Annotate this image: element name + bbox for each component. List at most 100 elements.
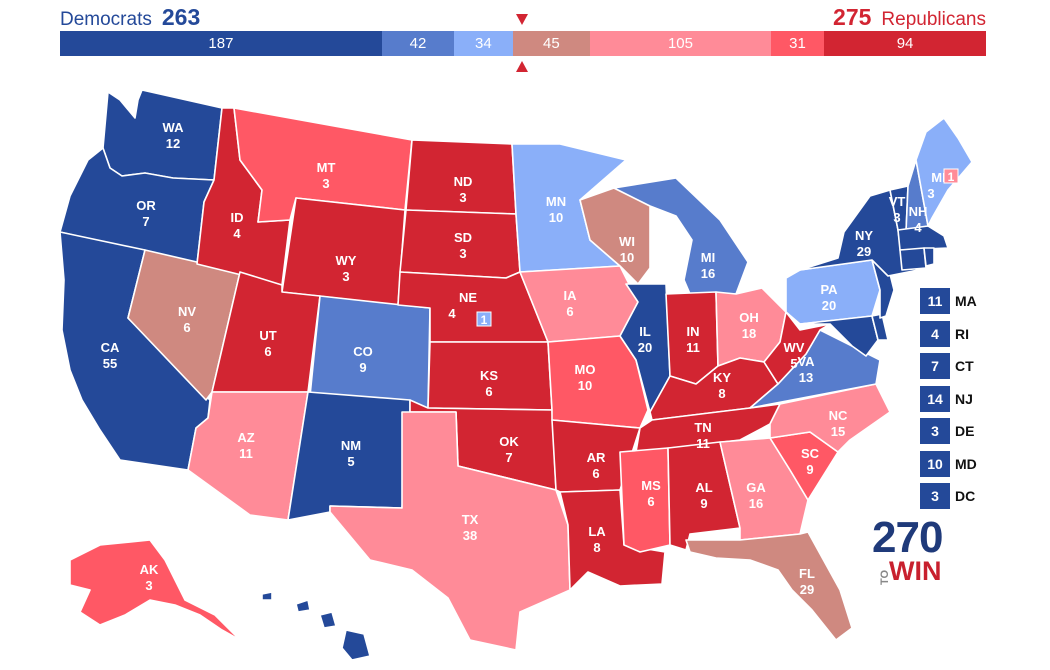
small-state-abbr: DE xyxy=(955,423,975,439)
state-label-WI: WI xyxy=(619,234,635,249)
state-label-PA: PA xyxy=(820,282,838,297)
state-CT[interactable] xyxy=(899,247,927,271)
small-state-DC[interactable]: 3 DC xyxy=(920,483,1020,509)
maine-district-ev: 1 xyxy=(948,170,955,184)
state-ev-NY: 29 xyxy=(857,244,871,259)
state-DE[interactable] xyxy=(871,313,889,341)
state-ev-VA: 13 xyxy=(799,370,813,385)
state-ev-SC: 9 xyxy=(806,462,813,477)
state-label-MI: MI xyxy=(701,250,715,265)
small-state-NJ[interactable]: 14 NJ xyxy=(920,385,1020,412)
state-ev-MN: 10 xyxy=(549,210,563,225)
state-label-AK: AK xyxy=(140,562,159,577)
bar-segment: 45 xyxy=(512,31,591,56)
democrats-label: Democrats xyxy=(60,9,152,30)
small-state-MA[interactable]: 11 MA xyxy=(920,288,1020,314)
maine-district-box[interactable] xyxy=(943,168,959,184)
state-label-MN: MN xyxy=(546,194,566,209)
state-label-AL: AL xyxy=(695,480,712,495)
state-ev-VT: 3 xyxy=(893,210,900,225)
state-ev-SD: 3 xyxy=(459,246,466,261)
state-label-HI: HI xyxy=(316,632,329,647)
state-ev-IA: 6 xyxy=(566,304,573,319)
state-label-FL: FL xyxy=(799,566,815,581)
state-label-OH: OH xyxy=(739,310,759,325)
republicans-total: 275 Republicans xyxy=(833,4,986,33)
state-label-OK: OK xyxy=(499,434,519,449)
state-label-TX: TX xyxy=(462,512,479,527)
state-label-CA: CA xyxy=(101,340,120,355)
state-FL[interactable] xyxy=(685,531,853,641)
state-WY[interactable] xyxy=(281,197,406,306)
state-label-WA: WA xyxy=(163,120,185,135)
democrats-total: Democrats 263 xyxy=(60,4,200,33)
small-state-abbr: MD xyxy=(955,455,977,472)
state-ev-KS: 6 xyxy=(485,384,492,399)
state-label-UT: UT xyxy=(259,328,276,343)
state-ev-IN: 11 xyxy=(686,340,700,355)
small-state-RI[interactable]: 4 RI xyxy=(920,320,1020,347)
small-state-ev-box[interactable]: 11 xyxy=(920,288,950,314)
state-ev-AL: 9 xyxy=(700,496,707,511)
state-TX[interactable] xyxy=(329,411,571,651)
state-LA[interactable] xyxy=(559,489,666,591)
state-label-SC: SC xyxy=(801,446,820,461)
small-state-ev-box[interactable]: 4 xyxy=(920,320,950,347)
small-state-ev-box[interactable]: 3 xyxy=(920,418,950,444)
bar-segment: 42 xyxy=(381,31,455,56)
state-MA[interactable] xyxy=(897,225,949,251)
small-state-DE[interactable]: 3 DE xyxy=(920,418,1020,444)
state-label-IL: IL xyxy=(639,324,651,339)
logo-number: 270 xyxy=(872,513,943,562)
small-state-ev-box[interactable]: 3 xyxy=(920,483,950,509)
state-NC[interactable] xyxy=(769,383,891,453)
state-ev-ID: 4 xyxy=(233,226,241,241)
state-ev-OH: 18 xyxy=(742,326,756,341)
bar-segment: 31 xyxy=(770,31,825,56)
state-ev-WV: 5 xyxy=(790,356,797,371)
state-label-NM: NM xyxy=(341,438,361,453)
electoral-vote-header: Democrats 263 275 Republicans 187 42 34 45 105… xyxy=(60,0,986,72)
state-ev-LA: 8 xyxy=(593,540,600,555)
state-label-KY: KY xyxy=(713,370,731,385)
state-label-ID: ID xyxy=(231,210,244,225)
state-ev-WA: 12 xyxy=(166,136,180,151)
state-label-NY: NY xyxy=(855,228,873,243)
small-state-abbr: RI xyxy=(955,325,969,342)
state-HI[interactable] xyxy=(261,591,371,661)
electoral-vote-bar: 187 42 34 45 105 31 94 xyxy=(60,31,986,56)
state-label-NC: NC xyxy=(829,408,848,423)
state-ev-FL: 29 xyxy=(800,582,814,597)
state-MS[interactable] xyxy=(619,447,671,553)
state-label-IA: IA xyxy=(564,288,578,303)
small-state-ev-box[interactable]: 10 xyxy=(920,450,950,477)
small-state-abbr: MA xyxy=(955,293,977,309)
state-label-ND: ND xyxy=(454,174,473,189)
state-label-CO: CO xyxy=(353,344,373,359)
small-state-ev-box[interactable]: 14 xyxy=(920,385,950,412)
state-ev-MS: 6 xyxy=(647,494,654,509)
state-RI[interactable] xyxy=(923,247,935,267)
state-ev-CO: 9 xyxy=(359,360,366,375)
state-label-VA: VA xyxy=(797,354,815,369)
state-ev-NC: 15 xyxy=(831,424,845,439)
state-WA[interactable] xyxy=(102,89,223,181)
state-ev-WY: 3 xyxy=(342,269,349,284)
small-state-abbr: NJ xyxy=(955,390,973,407)
state-ev-MT: 3 xyxy=(322,176,329,191)
state-ev-TX: 38 xyxy=(463,528,477,543)
bar-segment: 94 xyxy=(824,31,986,56)
small-state-MD[interactable]: 10 MD xyxy=(920,450,1020,477)
small-state-CT[interactable]: 7 CT xyxy=(920,353,1020,379)
state-label-WV: WV xyxy=(784,340,805,355)
state-label-IN: IN xyxy=(687,324,700,339)
state-ev-TN: 11 xyxy=(696,436,710,451)
nebraska-district-box[interactable] xyxy=(476,311,492,327)
state-AK[interactable] xyxy=(69,539,241,641)
state-ev-NM: 5 xyxy=(347,454,354,469)
state-ev-AK: 3 xyxy=(145,578,152,593)
state-ev-KY: 8 xyxy=(718,386,725,401)
small-state-ev-box[interactable]: 7 xyxy=(920,353,950,379)
district-boxes: 1 1 xyxy=(476,168,959,327)
